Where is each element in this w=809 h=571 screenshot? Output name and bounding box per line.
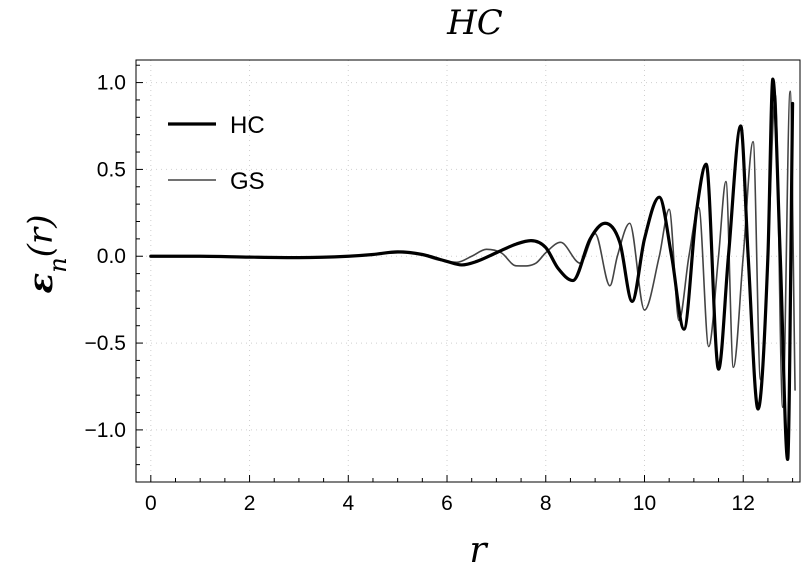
chart-title: HC [446, 3, 503, 43]
y-tick-label: −1.0 [85, 419, 126, 442]
y-axis-label: εn(r) [21, 215, 72, 294]
x-axis-label: r [469, 530, 488, 571]
plot-frame [135, 59, 801, 483]
series-line-hc [149, 77, 795, 462]
legend-label-gs: GS [230, 168, 265, 195]
x-tick-label: 6 [441, 492, 453, 515]
y-axis-ticks: −1.0 −0.5 0.0 0.5 1.0 [85, 64, 143, 466]
x-tick-label: 4 [342, 492, 354, 515]
x-tick-label: 10 [633, 492, 656, 515]
x-axis-ticks: 0 2 4 6 8 10 12 [145, 475, 794, 515]
y-tick-label: 1.0 [97, 72, 126, 95]
x-tick-label: 12 [732, 492, 755, 515]
x-tick-label: 0 [145, 492, 157, 515]
y-tick-label: 0.5 [97, 158, 126, 181]
series-lines [149, 77, 796, 462]
y-tick-label: 0.0 [97, 245, 126, 268]
legend-label-hc: HC [230, 112, 265, 139]
x-tick-label: 2 [244, 492, 256, 515]
y-tick-label: −0.5 [85, 332, 126, 355]
legend: HC GS [168, 112, 265, 195]
x-tick-label: 8 [540, 492, 552, 515]
